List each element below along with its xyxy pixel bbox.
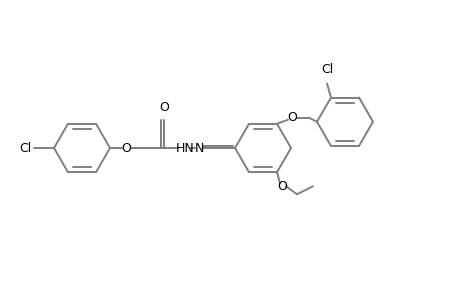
Text: O: O [286,111,297,124]
Text: N: N [194,142,203,154]
Text: O: O [121,142,131,154]
Text: O: O [159,101,168,114]
Text: Cl: Cl [20,142,32,154]
Text: Cl: Cl [320,62,332,76]
Text: HN: HN [175,142,194,154]
Text: O: O [276,180,286,193]
